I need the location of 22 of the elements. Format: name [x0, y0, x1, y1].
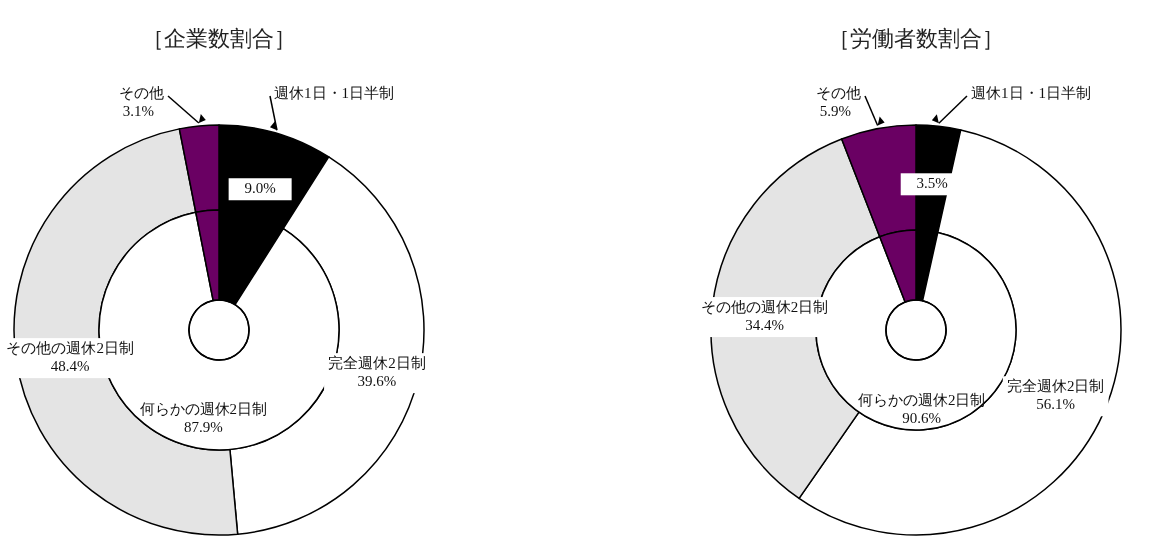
chart-title: ［労働者数割合］: [828, 26, 1004, 51]
data-label: 3.1%: [122, 103, 154, 119]
data-label: 9.0%: [244, 180, 276, 197]
slice-label: その他: [816, 85, 861, 101]
slice-label: その他の週休2日制: [700, 299, 829, 316]
data-label: 3.5%: [916, 175, 948, 192]
data-label: 56.1%: [1036, 396, 1076, 413]
slice-label: 週休1日・1日半制: [971, 85, 1091, 101]
slice-label: 何らかの週休2日制: [857, 391, 986, 408]
data-label: 48.4%: [50, 358, 90, 375]
data-label: 90.6%: [902, 409, 942, 426]
slice-label: 完全週休2日制: [328, 355, 426, 372]
slice-label: その他の週休2日制: [6, 340, 134, 357]
data-label: 39.6%: [357, 373, 397, 390]
data-label: 34.4%: [745, 317, 784, 334]
slice-label: 何らかの週休2日制: [139, 400, 268, 417]
slice-label: 週休1日・1日半制: [274, 85, 394, 101]
slice-label: その他: [119, 85, 164, 101]
data-label: 5.9%: [819, 103, 851, 119]
slice-label: 完全週休2日制: [1006, 378, 1105, 395]
chart-title: ［企業数割合］: [142, 26, 296, 51]
data-label: 87.9%: [183, 418, 223, 435]
